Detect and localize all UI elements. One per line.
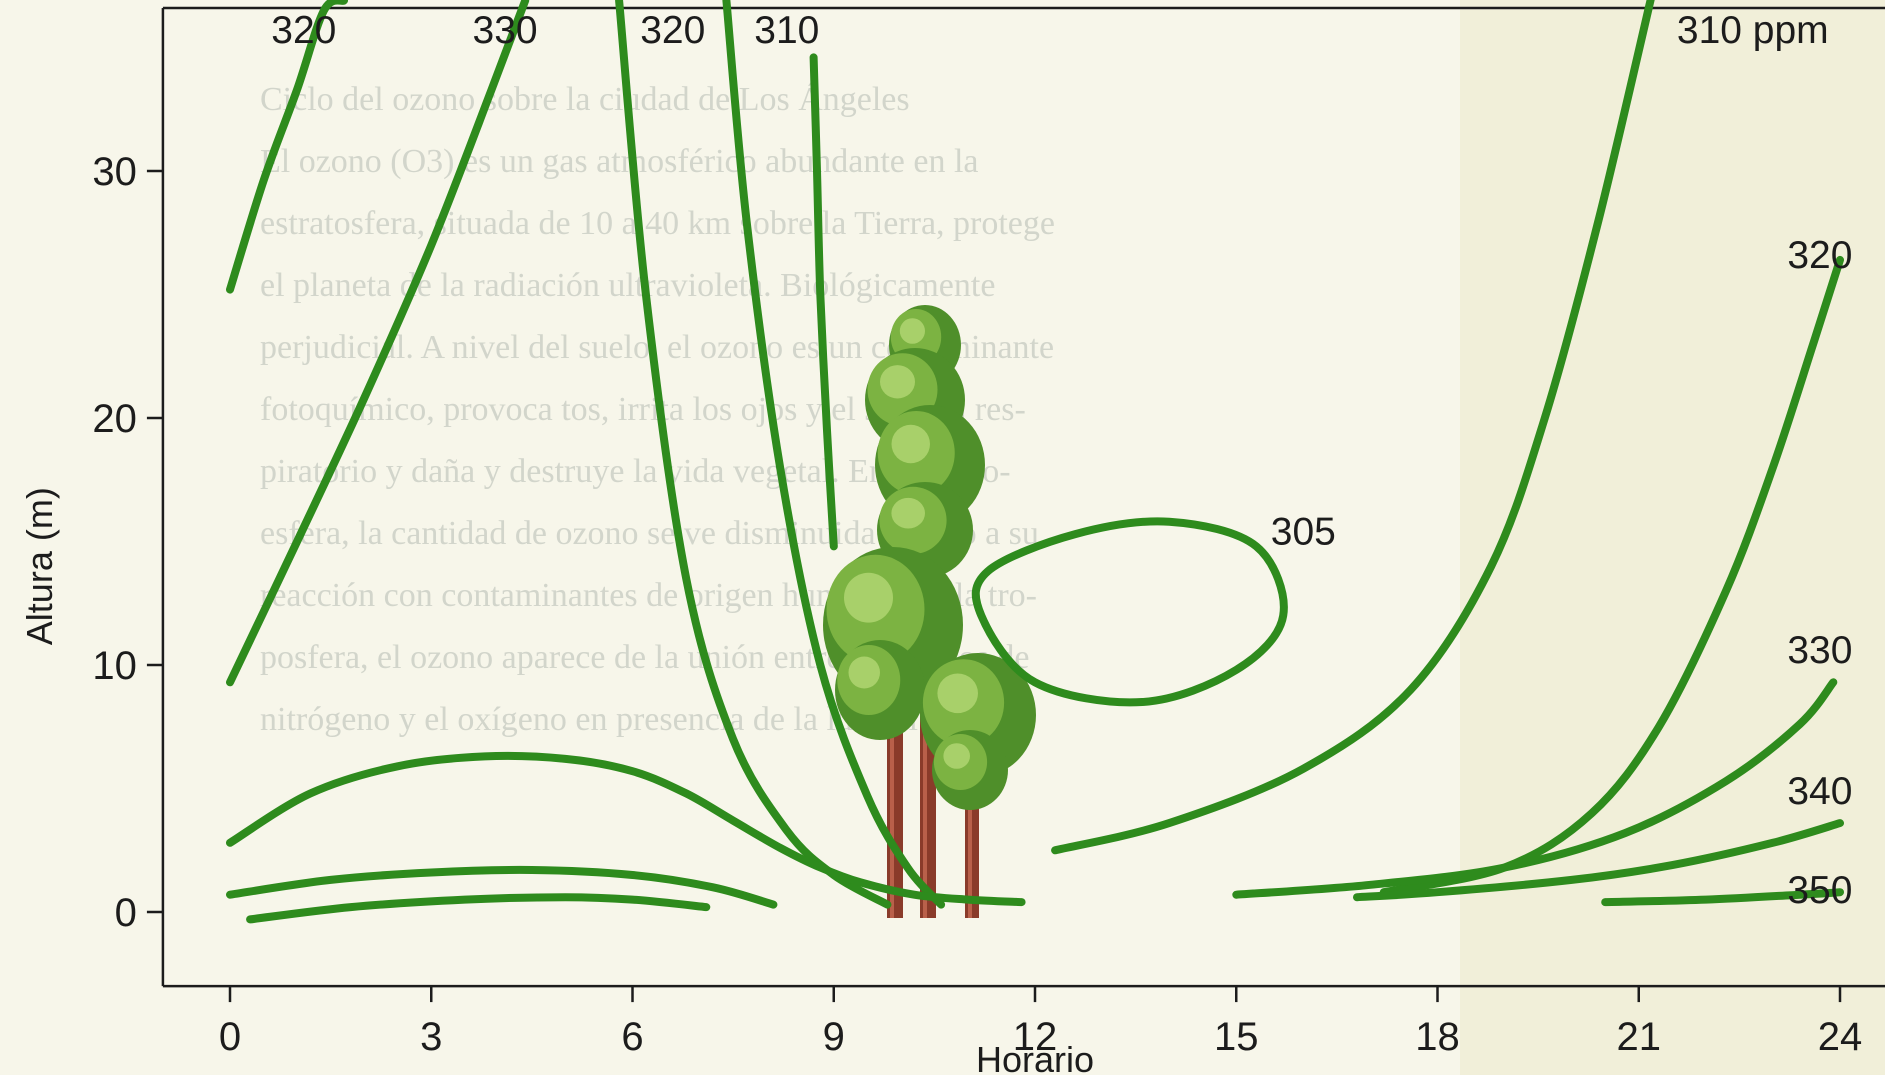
background-text-line: el planeta de la radiación ultravioleta.… xyxy=(260,267,995,304)
isopleth-line-0 xyxy=(226,0,348,294)
tree-foliage-highlight xyxy=(848,656,880,689)
isopleth-label: 305 xyxy=(1271,511,1336,554)
isopleth-labels: 320 330 320 310 310 ppm 320 305 330 340 350 xyxy=(271,9,1852,912)
isopleth-label: 310 xyxy=(754,9,819,52)
isopleth-line-2 xyxy=(615,0,892,909)
isopleth-line-5 xyxy=(1051,0,1655,855)
tree-foliage-highlight xyxy=(880,365,915,399)
x-tick-label: 15 xyxy=(1214,1015,1259,1059)
isopleth-label: 320 xyxy=(640,9,705,52)
isopleth-label: 330 xyxy=(473,9,538,52)
background-text-line: El ozono (O3) es un gas atmosférico abun… xyxy=(260,143,978,180)
isopleth-line-1 xyxy=(226,0,530,687)
tree-illustration xyxy=(823,305,1036,918)
tree-foliage-highlight xyxy=(844,572,893,623)
y-tick-label: 10 xyxy=(92,644,137,688)
background-text-line: estratosfera, situada de 10 a 40 km sobr… xyxy=(260,205,1055,242)
isopleth-line-8 xyxy=(1232,678,1838,899)
isopleth-lines xyxy=(226,0,1844,924)
isopleth-label: 350 xyxy=(1787,869,1852,912)
x-tick-label: 9 xyxy=(823,1015,845,1059)
tree-foliage-highlight xyxy=(943,743,970,769)
isopleth-line-6 xyxy=(971,517,1288,707)
x-tick-label: 18 xyxy=(1415,1015,1460,1059)
y-tick-label: 30 xyxy=(92,150,137,194)
isopleth-label: 320 xyxy=(271,9,336,52)
isopleth-line-4 xyxy=(809,53,838,551)
x-axis-title: Horario xyxy=(976,1039,1094,1075)
tree-foliage-highlight xyxy=(891,497,925,529)
axes: 0 3 6 9 12 15 18 21 24 0 10 20 30 Horario Altura (m) xyxy=(19,6,1885,1075)
isopleth-label: 310 ppm xyxy=(1677,9,1829,52)
isopleth-line-11 xyxy=(226,751,1026,907)
isopleth-line-10 xyxy=(1601,888,1844,907)
x-tick-label: 0 xyxy=(219,1015,241,1059)
isopleth-line-9 xyxy=(1353,819,1844,902)
right-page-tint xyxy=(1460,0,1885,1075)
tree-trunk-highlight xyxy=(968,778,972,918)
y-axis-title: Altura (m) xyxy=(19,487,60,645)
tree-foliage-highlight xyxy=(891,424,930,464)
x-tick-label: 12 xyxy=(1013,1015,1058,1059)
isopleth-line-3 xyxy=(722,0,946,909)
x-tick-label: 21 xyxy=(1617,1015,1662,1059)
x-tick-label: 3 xyxy=(420,1015,442,1059)
isopleth-line-13 xyxy=(246,893,711,924)
isopleth-label: 320 xyxy=(1787,234,1852,277)
tree-foliage-highlight xyxy=(899,318,926,344)
y-tick-label: 0 xyxy=(115,891,137,935)
isopleth-line-12 xyxy=(226,865,778,909)
isopleth-label: 340 xyxy=(1787,770,1852,813)
x-tick-label: 24 xyxy=(1818,1015,1863,1059)
y-tick-label: 20 xyxy=(92,397,137,441)
x-tick-label: 6 xyxy=(621,1015,643,1059)
tree-foliage-highlight xyxy=(937,673,978,714)
isopleth-label: 330 xyxy=(1787,629,1852,672)
tree-trunk-highlight xyxy=(890,718,894,918)
background-text-line: Ciclo del ozono sobre la ciudad de Los Á… xyxy=(260,81,910,118)
